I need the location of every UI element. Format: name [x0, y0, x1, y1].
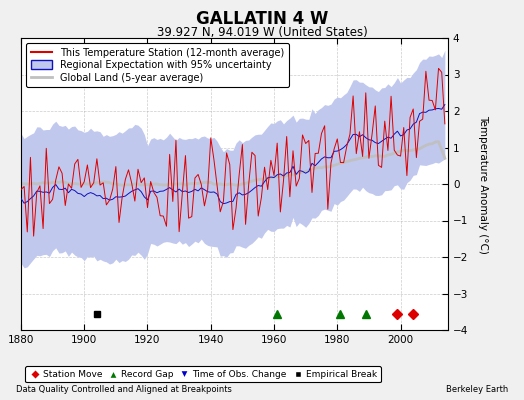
Text: Berkeley Earth: Berkeley Earth	[446, 385, 508, 394]
Text: Data Quality Controlled and Aligned at Breakpoints: Data Quality Controlled and Aligned at B…	[16, 385, 232, 394]
Text: 39.927 N, 94.019 W (United States): 39.927 N, 94.019 W (United States)	[157, 26, 367, 39]
Y-axis label: Temperature Anomaly (°C): Temperature Anomaly (°C)	[478, 114, 488, 254]
Legend: Station Move, Record Gap, Time of Obs. Change, Empirical Break: Station Move, Record Gap, Time of Obs. C…	[26, 366, 380, 382]
Text: GALLATIN 4 W: GALLATIN 4 W	[196, 10, 328, 28]
